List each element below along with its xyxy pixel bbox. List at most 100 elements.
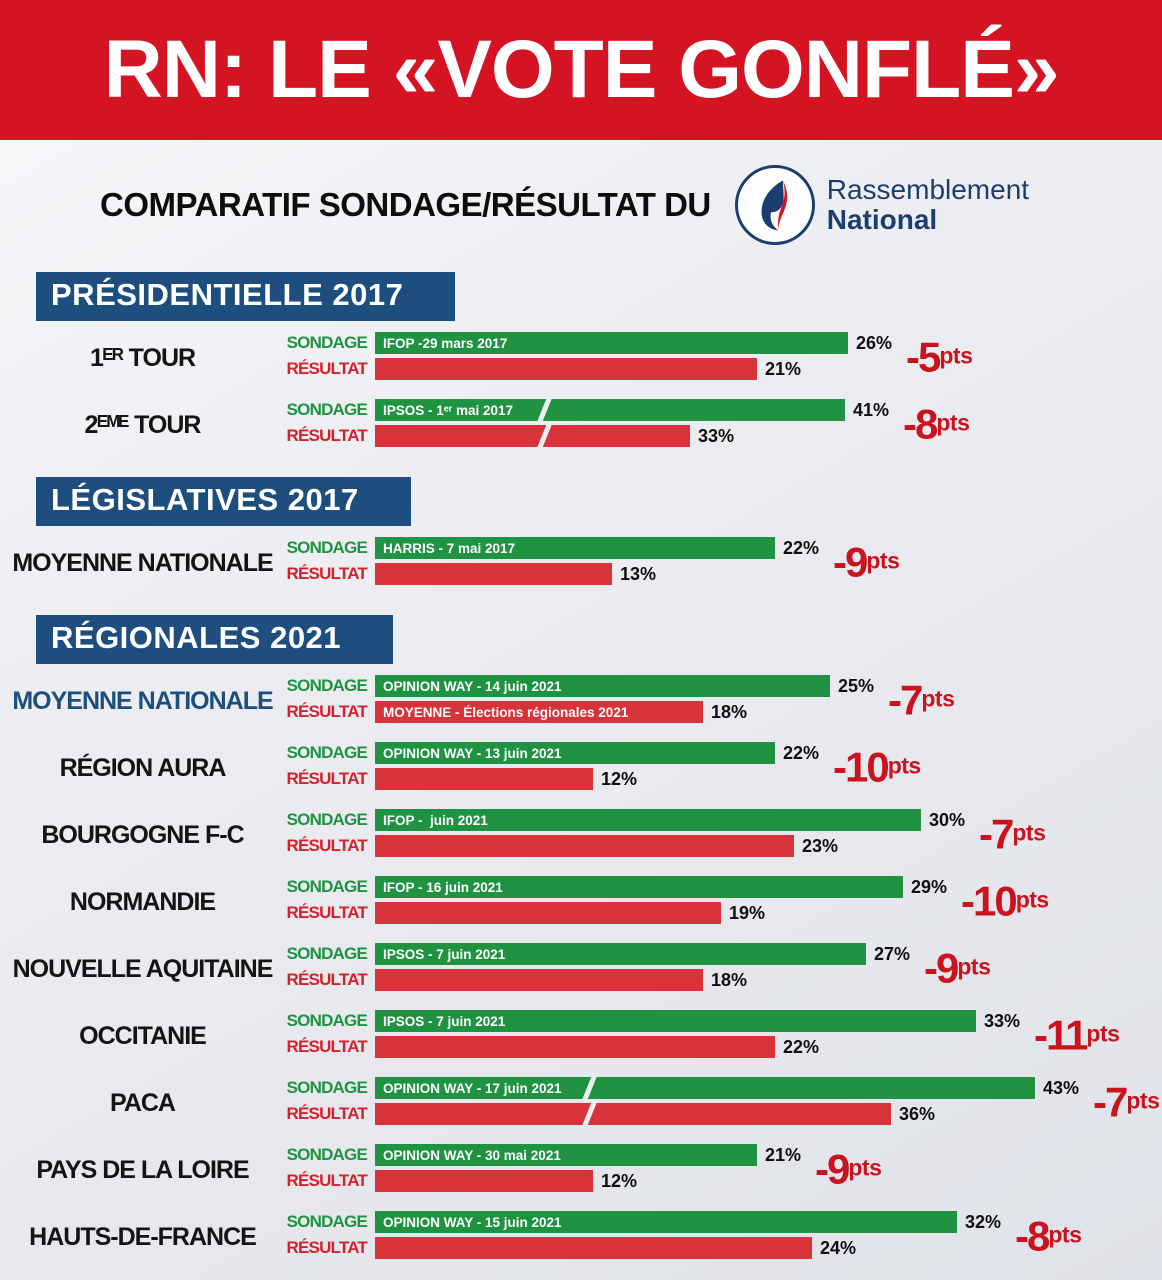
chart-row: MOYENNE NATIONALE SONDAGE HARRIS - 7 mai 2… [0, 537, 1162, 589]
row-bars: SONDAGE OPINION WAY - 15 juin 2021 32% RÉSU… [285, 1211, 1162, 1263]
sondage-line: SONDAGE HARRIS - 7 mai 2017 22% [285, 537, 1162, 559]
bar-value: 18% [711, 969, 748, 990]
bar-key-resultat: RÉSULTAT [286, 1238, 368, 1257]
chart-row: OCCITANIE SONDAGE IPSOS - 7 juin 2021 33% RÉ… [0, 1010, 1162, 1062]
diff-badge: -11 pts [1034, 1014, 1120, 1056]
diff-value: -10 [833, 743, 890, 791]
resultat-bar [375, 1170, 593, 1192]
sondage-line: SONDAGE IFOP - 16 juin 2021 29% [285, 876, 1162, 898]
resultat-line: RÉSULTAT 12% [285, 768, 1162, 790]
sondage-line: SONDAGE IFOP - juin 2021 30% [285, 809, 1162, 831]
diff-value: -9 [833, 538, 868, 586]
diff-badge: -7 pts [1093, 1078, 1160, 1126]
header-banner: RN: LE «VOTE GONFLÉ» [0, 0, 1162, 140]
resultat-bar [375, 1099, 891, 1129]
diff-badge: -10 pts [833, 743, 921, 791]
sondage-bar: OPINION WAY - 14 juin 2021 [375, 675, 830, 697]
resultat-line: RÉSULTAT 23% [285, 835, 1162, 857]
bar-value: 22% [783, 742, 820, 763]
row-label: PAYS DE LA LOIRE [36, 1155, 249, 1184]
section-banner: LÉGISLATIVES 2017 [36, 477, 411, 526]
diff-unit: pts [1012, 819, 1046, 846]
bar-value: 24% [820, 1237, 857, 1258]
row-label: MOYENNE NATIONALE [12, 686, 273, 715]
row-bars: SONDAGE IPSOS - 7 juin 2021 27% RÉSULTAT 18%… [285, 943, 1162, 995]
resultat-bar [375, 1237, 812, 1259]
diff-unit: pts [848, 1154, 882, 1181]
rn-flame-icon [761, 180, 787, 231]
sondage-line: SONDAGE OPINION WAY - 13 juin 2021 22% [285, 742, 1162, 764]
diff-badge: -10 pts [961, 877, 1049, 925]
diff-value: -10 [961, 877, 1018, 925]
bar-key-resultat: RÉSULTAT [286, 702, 368, 721]
bar-value: 41% [853, 399, 890, 420]
row-label: PACA [110, 1088, 176, 1117]
diff-value: -8 [903, 400, 938, 448]
bar-key-sondage: SONDAGE [286, 810, 368, 829]
row-label: 2ᴱᴹᴱ TOUR [84, 410, 202, 439]
chart-row: PAYS DE LA LOIRE SONDAGE OPINION WAY - 30 … [0, 1144, 1162, 1196]
resultat-line: RÉSULTAT 19% [285, 902, 1162, 924]
bar-source-label: MOYENNE - Élections régionales 2021 [383, 704, 629, 720]
diff-value: -8 [1015, 1212, 1050, 1260]
bar-key-resultat: RÉSULTAT [286, 426, 368, 445]
diff-value: -5 [906, 333, 941, 381]
subtitle: COMPARATIF SONDAGE/RÉSULTAT DU [100, 186, 711, 223]
bar-value: 33% [698, 425, 735, 446]
sondage-bar: IFOP -29 mars 2017 [375, 332, 848, 354]
diff-badge: -7 pts [979, 813, 1046, 855]
bar-key-sondage: SONDAGE [286, 676, 368, 695]
bar-value: 30% [929, 809, 966, 830]
resultat-line: RÉSULTAT 13% [285, 563, 1162, 585]
diff-badge: -9 pts [833, 538, 900, 586]
resultat-line: RÉSULTAT 36% [285, 1099, 1162, 1129]
bar-key-sondage: SONDAGE [286, 400, 368, 419]
sondage-bar: OPINION WAY - 15 juin 2021 [375, 1211, 957, 1233]
bar-value: 12% [601, 1170, 638, 1191]
resultat-bar: MOYENNE - Élections régionales 2021 [375, 701, 703, 723]
bar-key-sondage: SONDAGE [286, 1078, 368, 1097]
diff-value: -9 [924, 944, 959, 992]
diff-badge: -9 pts [924, 944, 991, 992]
diff-unit: pts [921, 685, 955, 712]
bar-source-label: IFOP - 16 juin 2021 [383, 879, 503, 895]
resultat-bar [375, 768, 593, 790]
row-bars: SONDAGE IPSOS - 7 juin 2021 33% RÉSULTAT 22%… [285, 1010, 1162, 1062]
row-bars: SONDAGE OPINION WAY - 30 mai 2021 21% RÉSUL… [285, 1144, 1162, 1196]
bar-value: 12% [601, 768, 638, 789]
row-bars: SONDAGE IFOP -29 mars 2017 26% RÉSULTAT 21% -… [285, 332, 1162, 384]
chart-row: HAUTS-DE-FRANCE SONDAGE OPINION WAY - 15 j… [0, 1211, 1162, 1263]
row-bars: SONDAGE OPINION WAY - 17 juin 2021 43% RÉSU… [285, 1073, 1162, 1129]
diff-value: -7 [1093, 1078, 1128, 1126]
diff-unit: pts [1126, 1087, 1160, 1114]
row-label: HAUTS-DE-FRANCE [29, 1222, 257, 1251]
bar-value: 13% [620, 563, 657, 584]
sondage-bar: IPSOS - 1ᵉʳ mai 2017 [375, 395, 845, 425]
sondage-bar: IPSOS - 7 juin 2021 [375, 1010, 976, 1032]
diff-unit: pts [1048, 1221, 1082, 1248]
resultat-line: RÉSULTAT 33% [285, 421, 1162, 451]
bar-source-label: IPSOS - 7 juin 2021 [383, 946, 506, 962]
resultat-line: RÉSULTAT 24% [285, 1237, 1162, 1259]
sondage-line: SONDAGE IPSOS - 7 juin 2021 27% [285, 943, 1162, 965]
bar-source-label: OPINION WAY - 17 juin 2021 [383, 1080, 562, 1096]
diff-unit: pts [936, 409, 970, 436]
bar-key-sondage: SONDAGE [286, 877, 368, 896]
bar-value: 26% [856, 332, 893, 353]
diff-value: -7 [888, 676, 923, 724]
resultat-line: RÉSULTAT 12% [285, 1170, 1162, 1192]
logo-line1: Rassemblement [826, 174, 1030, 206]
bar-key-resultat: RÉSULTAT [286, 769, 368, 788]
resultat-bar [375, 358, 757, 380]
bar-value: 22% [783, 1036, 820, 1057]
diff-badge: -9 pts [815, 1148, 882, 1190]
bar-key-resultat: RÉSULTAT [286, 836, 368, 855]
row-label: MOYENNE NATIONALE [12, 548, 273, 577]
row-bars: SONDAGE HARRIS - 7 mai 2017 22% RÉSULTAT 13%… [285, 537, 1162, 589]
bar-key-resultat: RÉSULTAT [286, 1171, 368, 1190]
row-label: NORMANDIE [69, 887, 216, 916]
bar-key-resultat: RÉSULTAT [286, 359, 368, 378]
sondage-line: SONDAGE IPSOS - 1ᵉʳ mai 2017 41% [285, 395, 1162, 425]
row-bars: SONDAGE IPSOS - 1ᵉʳ mai 2017 41% RÉSULTAT 33… [285, 395, 1162, 451]
